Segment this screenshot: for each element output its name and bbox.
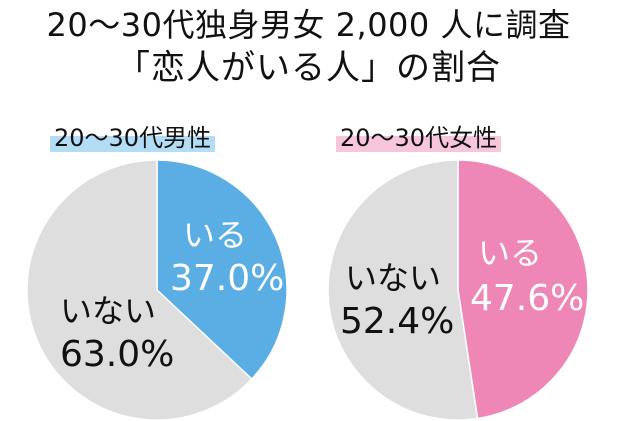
women-slice-value-no-partner: 52.4% [340, 301, 454, 342]
women-slice-label-no-partner: いない [345, 259, 441, 297]
chart-title-line-2: 「恋人がいる人」の割合 [116, 48, 501, 88]
women-pie-slice-has-partner [457, 159, 589, 420]
men-chart-title: 20～30代男性 [54, 124, 212, 152]
women-chart-title: 20～30代女性 [340, 124, 498, 152]
men-pie-slice-has-partner [156, 159, 288, 381]
men-slice-value-has-partner: 37.0% [170, 258, 284, 299]
men-slice-label-has-partner: いる [183, 216, 247, 254]
women-slice-value-has-partner: 47.6% [470, 278, 584, 319]
women-label-highlight [336, 136, 502, 152]
men-pie-slice-no-partner [26, 159, 253, 421]
women-chart-label: 20～30代女性 [336, 122, 502, 156]
chart-title-line-1: 20～30代独身男女 2,000 人に調査 [46, 6, 571, 44]
men-label-highlight [50, 136, 216, 152]
men-slice-label-no-partner: いない [60, 292, 156, 330]
men-chart-label: 20～30代男性 [50, 122, 216, 156]
women-slice-label-has-partner: いる [478, 234, 542, 272]
women-pie-slice-no-partner [327, 159, 479, 421]
men-slice-value-no-partner: 63.0% [60, 334, 174, 375]
